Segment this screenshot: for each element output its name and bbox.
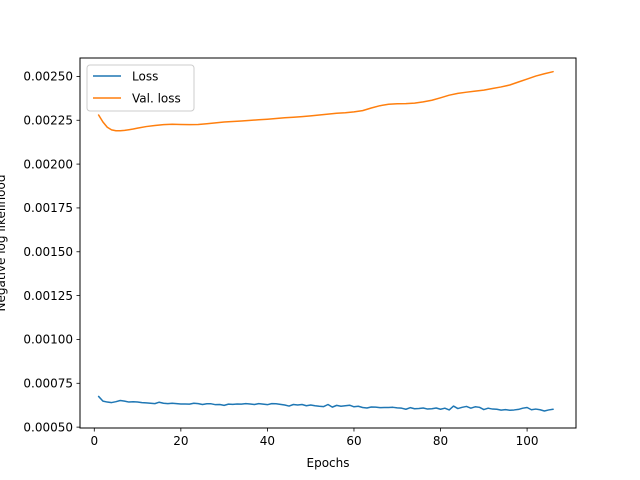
y-tick-label: 0.00100 <box>23 333 73 347</box>
legend-label-1: Val. loss <box>132 91 181 105</box>
y-axis-label: Negative log likelihood <box>0 175 8 312</box>
legend: Loss Val. loss <box>86 64 195 112</box>
y-tick-label: 0.00075 <box>23 377 73 391</box>
y-axis: 0.00050 0.00075 0.00100 0.00125 0.00150 0.001… <box>23 70 80 434</box>
y-tick-label: 0.00150 <box>23 245 73 259</box>
x-tick-label: 20 <box>173 434 188 448</box>
series-line-1 <box>97 70 554 132</box>
x-tick-label: 60 <box>346 434 361 448</box>
y-tick-label: 0.00125 <box>23 289 73 303</box>
x-axis-label: Epochs <box>307 456 350 470</box>
x-tick-label: 80 <box>433 434 448 448</box>
y-tick-label: 0.00225 <box>23 114 73 128</box>
legend-label-0: Loss <box>132 69 158 83</box>
x-tick-label: 0 <box>90 434 98 448</box>
y-tick-label: 0.00050 <box>23 420 73 434</box>
x-tick-label: 40 <box>260 434 275 448</box>
series-layer <box>97 70 554 412</box>
y-tick-label: 0.00250 <box>23 70 73 84</box>
y-tick-label: 0.00175 <box>23 201 73 215</box>
series-line-0 <box>97 395 554 412</box>
plot-frame <box>79 57 577 429</box>
y-tick-label: 0.00200 <box>23 157 73 171</box>
x-tick-label: 100 <box>516 434 539 448</box>
x-axis: 0 20 40 60 80 100 <box>90 428 539 448</box>
